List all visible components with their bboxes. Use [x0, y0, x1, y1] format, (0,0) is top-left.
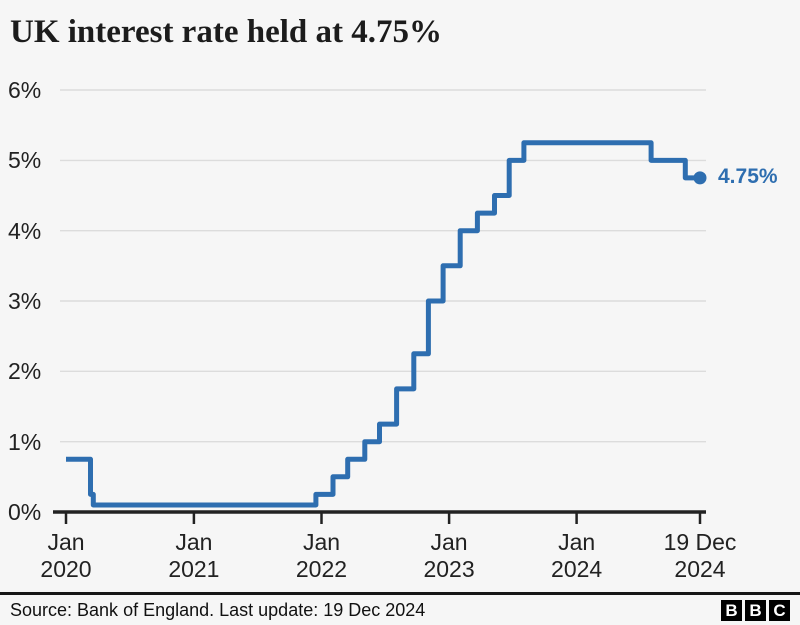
x-axis-label: 19 Dec 2024: [640, 529, 760, 583]
y-axis-label: 5%: [8, 147, 42, 174]
bbc-logo-block-3: C: [769, 599, 790, 621]
x-axis-label-month: Jan: [175, 529, 213, 555]
x-axis-label: Jan 2021: [134, 529, 254, 583]
y-axis-label: 4%: [8, 217, 42, 244]
page-title: UK interest rate held at 4.75%: [10, 14, 442, 50]
end-point-dot: [693, 171, 707, 185]
y-axis-label: 6%: [8, 77, 42, 104]
x-axis-label: Jan 2020: [6, 529, 126, 583]
y-axis-label: 2%: [8, 358, 42, 385]
x-axis-label-year: 2022: [295, 556, 348, 582]
x-axis-label-year: 2024: [674, 556, 726, 582]
y-axis-label: 3%: [8, 288, 42, 314]
y-axis-label: 0%: [8, 499, 42, 525]
x-axis-label-month: 19 Dec: [663, 529, 737, 555]
x-axis-label: Jan 2024: [517, 529, 637, 583]
x-axis-label-month: Jan: [558, 529, 596, 555]
x-axis-label-year: 2024: [551, 556, 603, 582]
x-axis-label-year: 2023: [423, 556, 475, 582]
x-axis-label-month: Jan: [302, 529, 341, 555]
x-axis-label: Jan 2023: [389, 529, 509, 583]
x-axis-label-year: 2020: [40, 556, 92, 582]
current-rate-label: 4.75%: [718, 165, 778, 188]
x-axis-label-year: 2021: [168, 556, 220, 582]
x-axis-label-month: Jan: [47, 529, 85, 555]
y-axis-label: 1%: [8, 428, 42, 455]
source-note: Source: Bank of England. Last update: 19…: [10, 599, 426, 620]
rate-step-line: [66, 140, 700, 508]
bbc-logo-block-2: B: [745, 599, 766, 621]
bbc-logo-block-1: B: [721, 599, 742, 621]
x-axis-label-month: Jan: [430, 529, 468, 555]
footer: Source: Bank of England. Last update: 19…: [0, 592, 800, 625]
bbc-logo: B B C: [721, 599, 790, 621]
x-axis-label: Jan 2022: [261, 529, 381, 583]
